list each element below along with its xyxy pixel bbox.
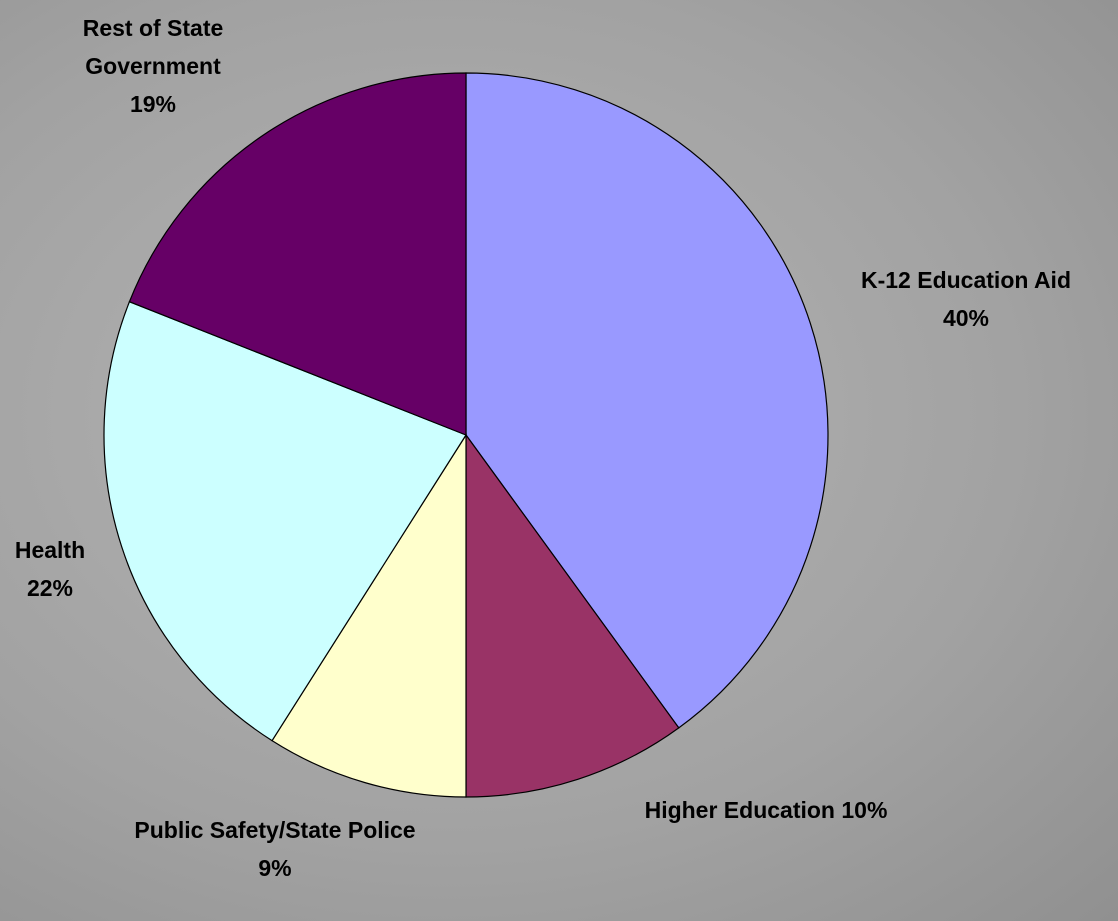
- pie-slice: [271, 432, 467, 798]
- value-label: 9%: [258, 855, 292, 881]
- category-label: Rest of State Government: [82, 15, 224, 79]
- slice-label: Health 22%: [0, 531, 100, 607]
- value-label: 40%: [942, 305, 990, 331]
- value-label: 22%: [26, 575, 74, 601]
- value-label: 10%: [841, 797, 888, 823]
- category-label: K-12 Education Aid: [861, 267, 1071, 293]
- pie-slice: [465, 72, 829, 729]
- slice-label: Rest of State Government 19%: [48, 9, 258, 123]
- pie-slice: [465, 433, 680, 798]
- pie-slice: [103, 300, 467, 742]
- category-label: Higher Education: [644, 797, 835, 823]
- slice-label: Public Safety/State Police 9%: [130, 811, 420, 887]
- value-label: 19%: [129, 91, 177, 117]
- pie-slice: [128, 72, 467, 436]
- category-label: Health: [14, 537, 86, 563]
- slice-label: Higher Education 10%: [566, 791, 966, 829]
- slice-label: K-12 Education Aid 40%: [806, 261, 1118, 337]
- category-label: Public Safety/State Police: [134, 817, 416, 843]
